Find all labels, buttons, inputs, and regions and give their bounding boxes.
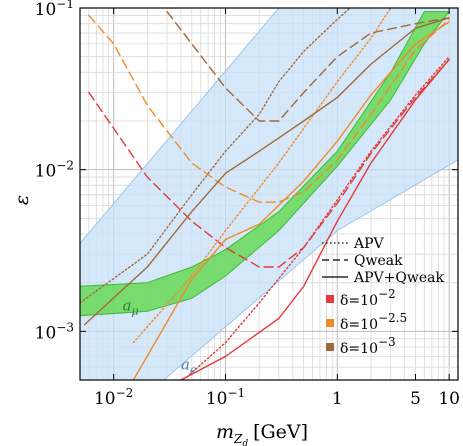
x-tick-label: 5 [410,389,421,409]
band-a_mu [80,11,451,317]
series-solid-2 [180,58,450,380]
series-dotted-7 [80,8,351,304]
legend-label-dotted: APV [353,236,385,252]
series-lines [80,8,450,380]
plot-frame [79,7,459,381]
series-solid-8 [83,17,450,326]
band-label-a_mu: aμ [123,296,139,317]
x-tick-label: 10−2 [94,386,133,409]
legend-label-solid: APV+Qweak [353,270,444,286]
series-dashed-6 [166,10,450,122]
y-tick-label: 10−2 [35,159,74,182]
series-dotted-4 [132,8,392,344]
x-axis-label: mZd[GeV] [216,421,308,446]
series-dashed-3 [88,14,450,203]
y-axis-label: ε [11,195,33,205]
bands [80,8,458,380]
x-tick-label: 1 [332,389,343,409]
band-label-a_e: ae [181,356,197,377]
legend-swatch [326,343,334,351]
legend-color-label: δ=10−2 [340,287,396,309]
legend-color-label: δ=10−2.5 [340,311,407,333]
band-labels: ae aμ [123,296,197,376]
series-solid-5 [132,21,450,380]
y-tick-label: 10−3 [35,320,74,343]
x-tick-label: 10 [438,389,460,409]
legend-color-label: δ=10−3 [340,335,396,357]
x-tick-label: 10−1 [206,386,245,409]
series-dashed-0 [88,58,450,268]
legend-label-dashed: Qweak [354,253,403,269]
legend-swatch [326,319,334,327]
axis-labels: mZd[GeV] ε [11,195,308,446]
y-tick-label: 10−1 [35,0,74,20]
series-dotted-1 [186,56,450,378]
ticks: 10−2 10−1 1 5 10 10−3 10−2 10−1 [35,0,460,409]
legend-swatch [326,295,334,303]
